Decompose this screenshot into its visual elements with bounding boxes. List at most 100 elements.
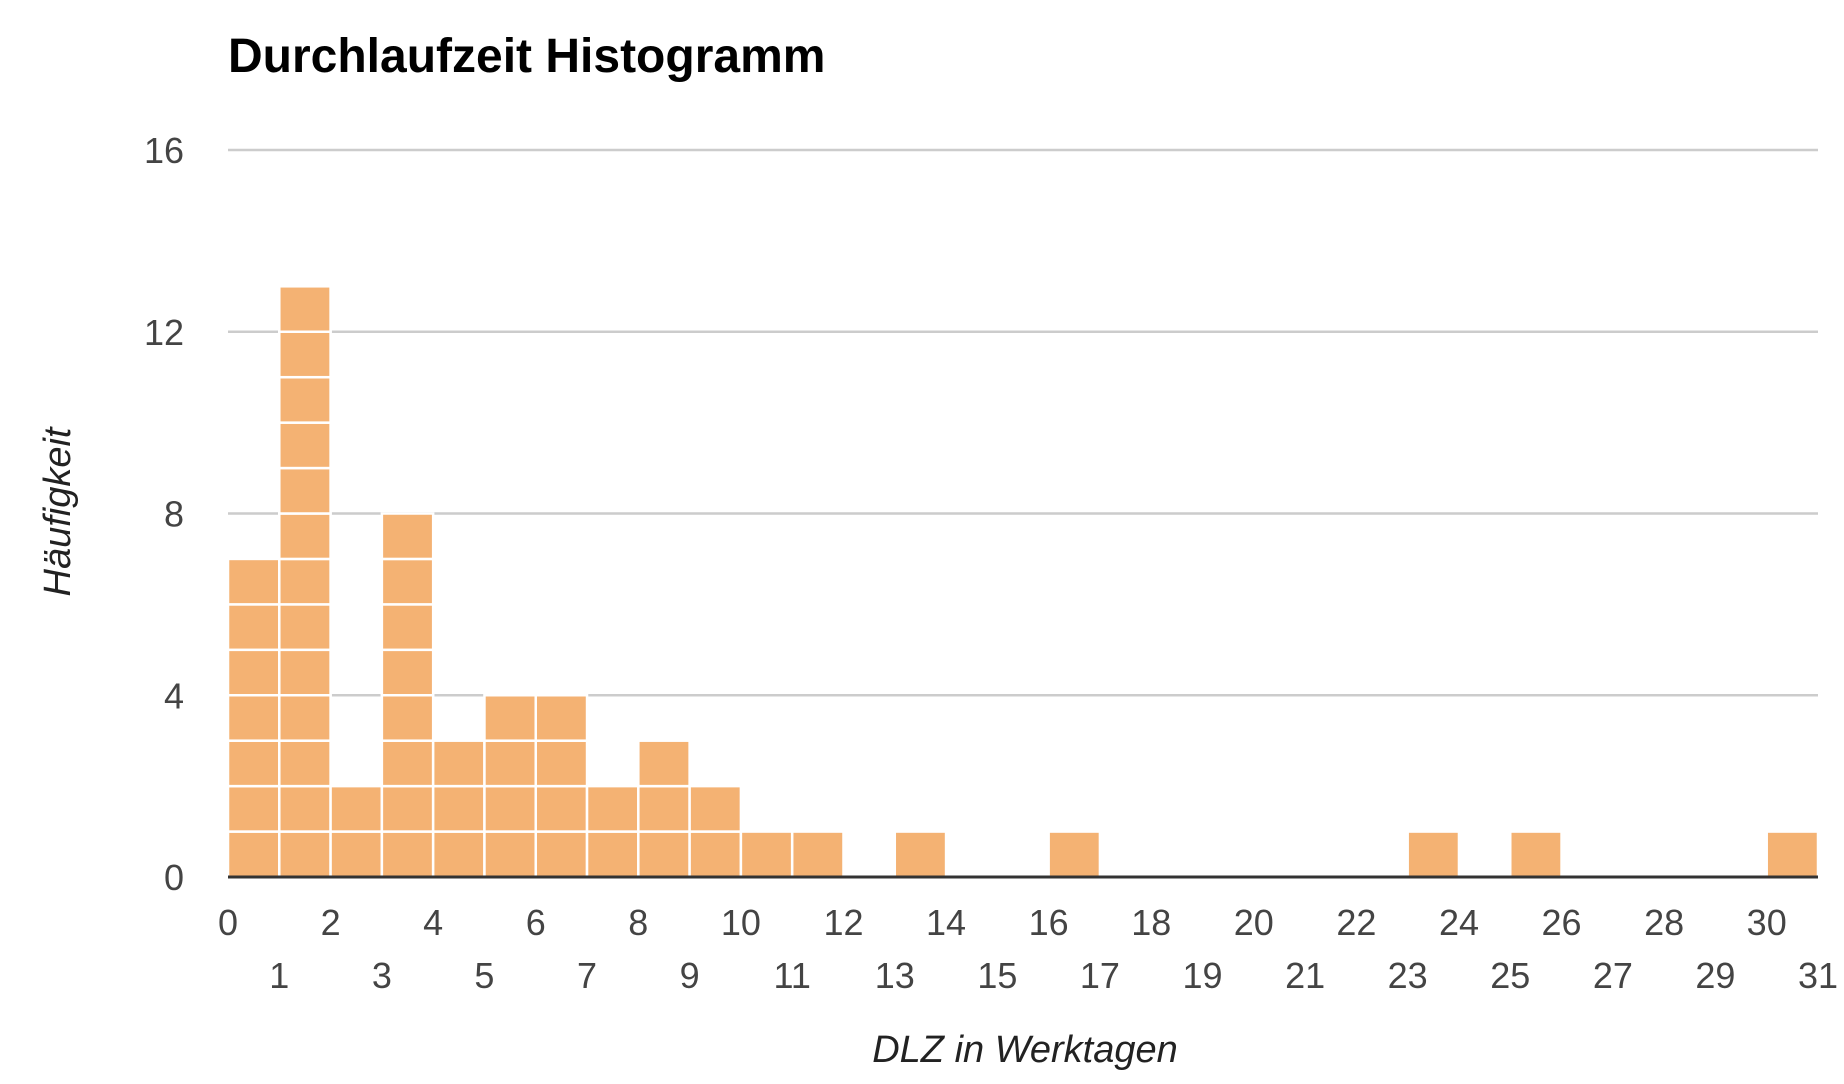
histogram-bar-cell (226, 694, 281, 742)
histogram-bar-cell (1509, 830, 1563, 879)
histogram-bar (1509, 830, 1563, 879)
histogram-bar-cell (483, 784, 537, 833)
x-axis-label: DLZ in Werktagen (872, 1029, 1178, 1071)
histogram-bar-cell (534, 830, 589, 879)
histogram-bar-cell (278, 603, 332, 652)
y-tick-label: 8 (164, 494, 184, 535)
histogram-bar-cell (226, 739, 281, 788)
histogram-bar-cell (329, 830, 384, 879)
x-tick-label: 1 (269, 955, 289, 996)
x-tick-label: 23 (1388, 955, 1428, 996)
x-tick-labels: 0 2 4 6 8 10 12 14 16 18 20 22 24 26 28 301 3 5 7 9 11 13 15 17… (218, 902, 1838, 996)
histogram-bar (329, 784, 384, 879)
histogram-bar-cell (585, 830, 640, 879)
histogram-bar-cell (688, 830, 743, 879)
histogram-bar-cell (739, 830, 794, 879)
histogram-bar (893, 830, 948, 879)
x-tick-label: 3 (372, 955, 392, 996)
x-tick-label: 28 (1644, 902, 1684, 943)
histogram-bar-cell (278, 830, 332, 879)
x-tick-label: 20 (1234, 902, 1274, 943)
histogram-bar (1765, 830, 1820, 879)
x-tick-label: 8 (628, 902, 648, 943)
x-tick-label: 10 (721, 902, 761, 943)
histogram-bar-cell (380, 784, 435, 833)
histogram-bar-cell (278, 694, 332, 742)
x-tick-label: 15 (977, 955, 1017, 996)
histogram-bar-cell (278, 285, 332, 333)
y-tick-label: 4 (164, 675, 184, 716)
histogram-bar-cell (380, 739, 435, 788)
x-tick-label: 11 (774, 955, 811, 996)
histogram-bar-cell (278, 421, 332, 470)
histogram-bar (431, 739, 486, 879)
histogram-bar-cell (380, 512, 435, 561)
histogram-bar-cell (790, 830, 845, 879)
x-tick-label: 7 (577, 955, 597, 996)
x-tick-label: 31 (1798, 955, 1838, 996)
histogram-bar-cell (278, 648, 332, 697)
histogram-bar-cell (688, 784, 743, 833)
histogram-bar-cell (637, 739, 691, 788)
histogram-bar (1406, 830, 1461, 879)
histogram-bar-cell (637, 784, 691, 833)
histogram-bar-cell (329, 784, 384, 833)
histogram-bar (380, 512, 435, 879)
x-tick-label: 24 (1439, 902, 1479, 943)
histogram-bar-cell (380, 694, 435, 742)
histogram-bar-cell (226, 648, 281, 697)
grid-lines (228, 148, 1818, 697)
y-tick-label: 0 (164, 857, 184, 898)
x-tick-label: 12 (823, 902, 863, 943)
histogram-bar-cell (380, 648, 435, 697)
histogram-bar-cell (431, 784, 486, 833)
x-tick-label: 2 (321, 902, 341, 943)
histogram-bar-cell (278, 330, 332, 379)
histogram-bar-cell (380, 557, 435, 606)
histogram-bar-cell (278, 375, 332, 424)
histogram-bar-cell (278, 557, 332, 606)
histogram-bar-cell (1047, 830, 1102, 879)
histogram-bar-cell (380, 603, 435, 652)
histogram-bar (226, 557, 281, 879)
x-tick-label: 0 (218, 902, 238, 943)
histogram-bar (585, 784, 640, 879)
y-tick-label: 12 (144, 312, 184, 353)
x-tick-label: 4 (423, 902, 443, 943)
histogram-bar-cell (637, 830, 691, 879)
x-tick-label: 17 (1080, 955, 1120, 996)
histogram-bar-cell (534, 739, 589, 788)
y-tick-labels: 0 4 8 12 16 (144, 130, 184, 898)
x-tick-label: 30 (1747, 902, 1787, 943)
x-tick-label: 6 (526, 902, 546, 943)
y-axis-label: Häufigkeit (37, 426, 79, 596)
histogram-bar-cell (380, 830, 435, 879)
histogram-bar-cell (226, 557, 281, 606)
histogram-bar (790, 830, 845, 879)
x-tick-label: 5 (474, 955, 494, 996)
x-tick-label: 19 (1182, 955, 1222, 996)
bars (226, 285, 1820, 879)
histogram-bar-cell (278, 512, 332, 561)
histogram-bar (688, 784, 743, 879)
histogram-bar-cell (893, 830, 948, 879)
histogram-bar-cell (226, 784, 281, 833)
histogram-bar-cell (483, 830, 537, 879)
histogram-bar-cell (483, 739, 537, 788)
histogram-bar-cell (226, 603, 281, 652)
histogram-bar-cell (483, 694, 537, 742)
histogram-bar-cell (431, 739, 486, 788)
histogram-bar (278, 285, 332, 879)
histogram-bar (1047, 830, 1102, 879)
x-tick-label: 9 (680, 955, 700, 996)
histogram-bar-cell (534, 694, 589, 742)
histogram-bar-cell (278, 784, 332, 833)
histogram-bar (739, 830, 794, 879)
x-tick-label: 21 (1285, 955, 1325, 996)
histogram-bar-cell (585, 784, 640, 833)
x-tick-label: 27 (1593, 955, 1633, 996)
histogram-bar-cell (278, 466, 332, 515)
x-tick-label: 14 (926, 902, 966, 943)
chart-title: Durchlaufzeit Histogramm (228, 30, 825, 83)
